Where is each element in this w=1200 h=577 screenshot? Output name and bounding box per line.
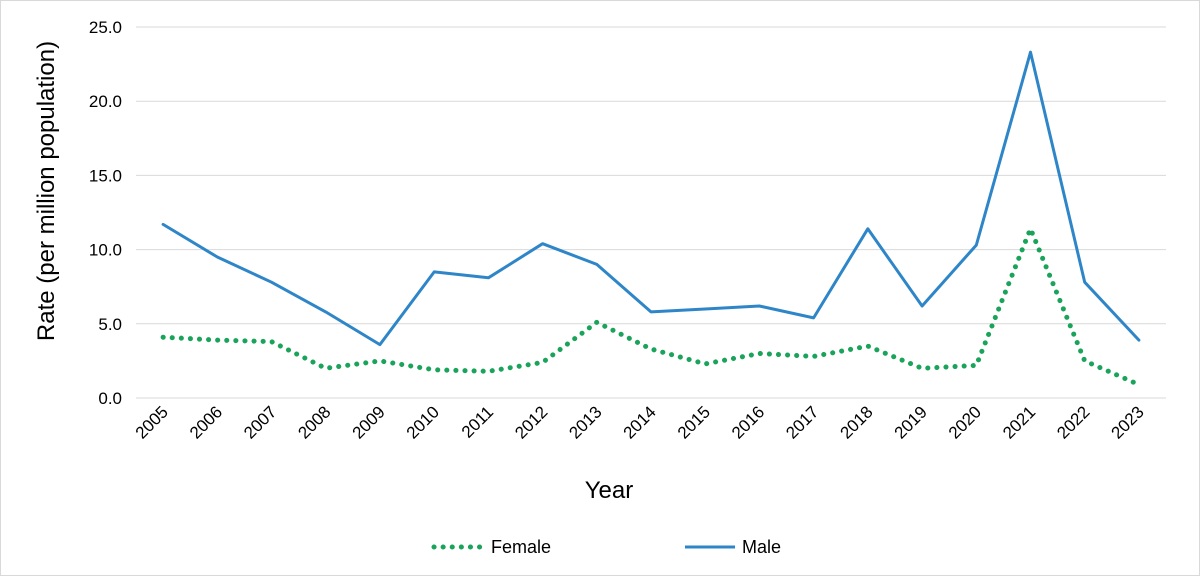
- y-tick-label: 20.0: [89, 92, 122, 111]
- legend-label-female: Female: [491, 537, 551, 557]
- x-tick-label: 2016: [728, 402, 768, 442]
- x-axis-tick-labels: 2005 2006 2007 2008 2009 2010 2011 2012 2013 2014…: [132, 402, 1148, 442]
- series-line-female: [160, 226, 1142, 388]
- x-tick-label: 2023: [1108, 402, 1148, 442]
- y-tick-label: 5.0: [98, 315, 122, 334]
- x-tick-label: 2013: [565, 402, 605, 442]
- x-tick-label: 2010: [403, 402, 443, 442]
- x-tick-label: 2005: [132, 402, 172, 442]
- x-tick-label: 2011: [458, 402, 497, 441]
- series-line-male: [161, 50, 1141, 347]
- x-tick-label: 2022: [1053, 402, 1093, 442]
- y-axis-title: Rate (per million population): [33, 41, 60, 341]
- x-tick-label: 2006: [186, 402, 226, 442]
- legend-label-male: Male: [742, 537, 781, 557]
- y-tick-label: 0.0: [98, 389, 122, 408]
- y-tick-label: 15.0: [89, 166, 122, 185]
- x-tick-label: 2018: [836, 402, 876, 442]
- x-tick-label: 2008: [294, 402, 334, 442]
- x-tick-label: 2019: [891, 402, 931, 442]
- x-tick-label: 2017: [782, 402, 822, 442]
- y-axis-tick-labels: 0.0 5.0 10.0 15.0 20.0 25.0: [89, 18, 122, 408]
- legend: Female Male: [431, 537, 781, 557]
- x-tick-label: 2007: [240, 402, 280, 442]
- x-tick-label: 2012: [511, 402, 551, 442]
- x-tick-label: 2009: [349, 402, 389, 442]
- x-tick-label: 2014: [620, 402, 660, 442]
- y-tick-label: 25.0: [89, 18, 122, 37]
- series-lines: [160, 50, 1142, 388]
- x-tick-label: 2015: [674, 402, 714, 442]
- x-tick-label: 2020: [945, 402, 985, 442]
- x-axis-title: Year: [585, 477, 634, 504]
- y-tick-label: 10.0: [89, 241, 122, 260]
- gridlines: [136, 26, 1166, 399]
- x-tick-label: 2021: [999, 402, 1039, 442]
